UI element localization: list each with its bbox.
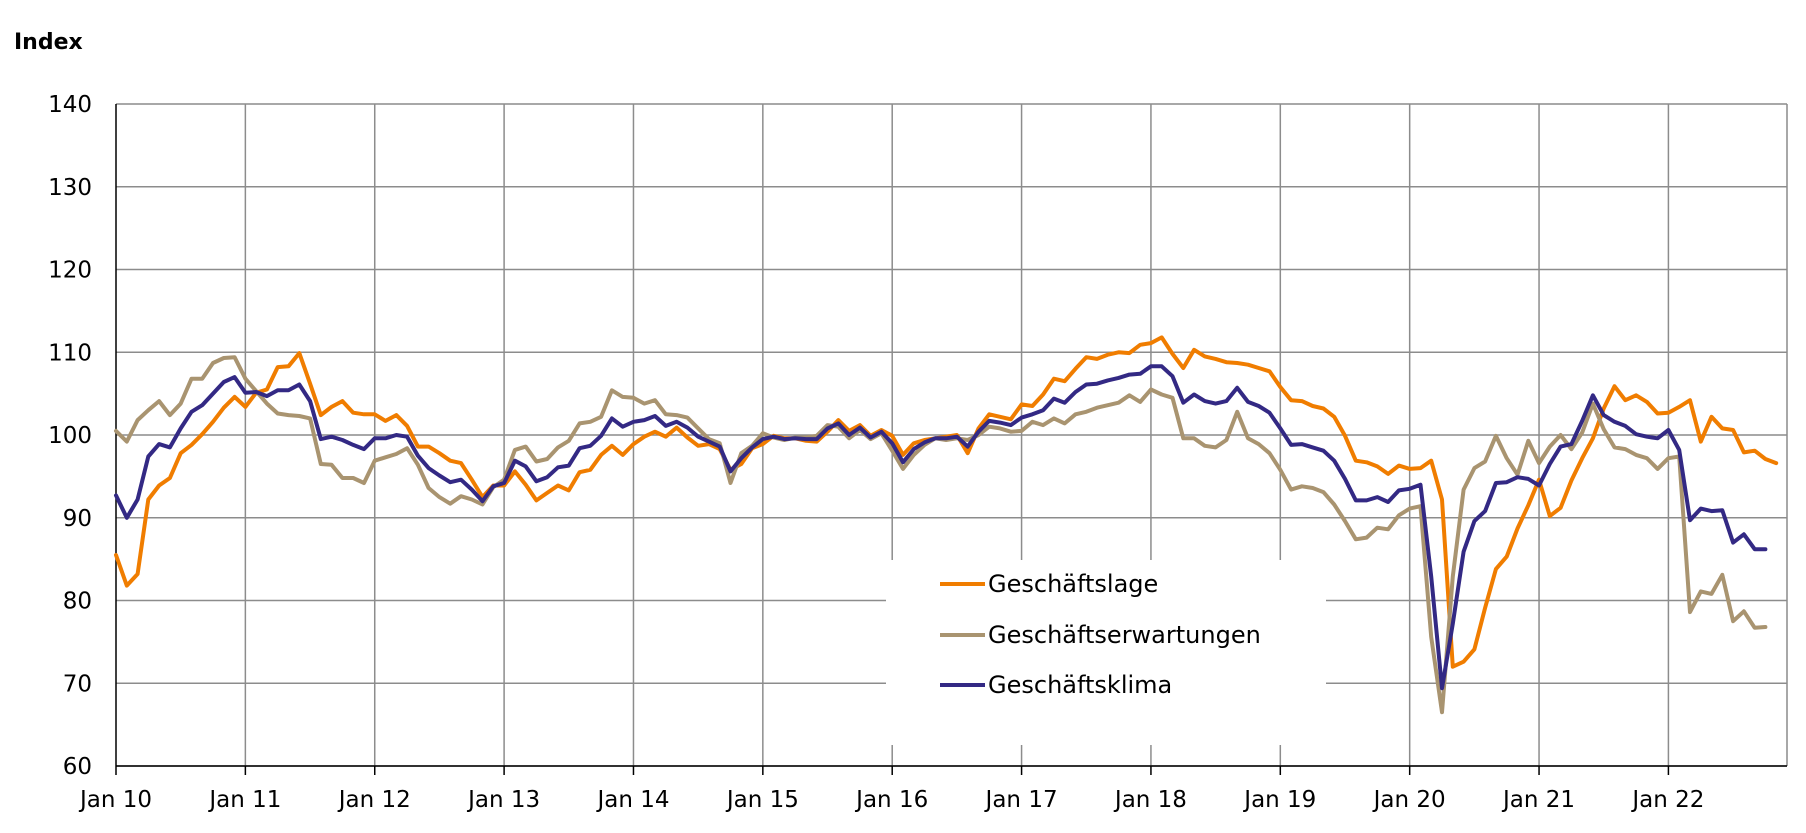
series-line-geschäftsklima <box>114 364 1768 691</box>
legend-label: Geschäftserwartungen <box>988 621 1261 649</box>
chart-title: Index <box>14 30 83 55</box>
series-lines <box>114 335 1779 715</box>
x-tick-label: Jan 12 <box>337 787 411 813</box>
x-tick-label: Jan 13 <box>466 787 540 813</box>
y-tick-label: 130 <box>48 175 92 201</box>
x-tick-label: Jan 22 <box>1630 787 1704 813</box>
y-tick-label: 80 <box>63 589 92 615</box>
legend-label: Geschäftslage <box>988 570 1158 598</box>
x-tick-label: Jan 15 <box>725 787 799 813</box>
y-tick-label: 100 <box>48 423 92 449</box>
legend-label: Geschäftsklima <box>988 671 1172 699</box>
y-tick-label: 140 <box>48 92 92 118</box>
x-tick-label: Jan 17 <box>984 787 1058 813</box>
x-tick-label: Jan 19 <box>1242 787 1316 813</box>
x-tick-label: Jan 18 <box>1113 787 1187 813</box>
legend: Geschäftslage Geschäftserwartungen Geschäf… <box>886 560 1326 745</box>
legend-background <box>886 560 1326 745</box>
x-tick-label: Jan 20 <box>1372 787 1446 813</box>
y-tick-label: 90 <box>63 506 92 532</box>
x-tick-label: Jan 14 <box>595 787 669 813</box>
y-tick-label: 110 <box>48 340 92 366</box>
y-tick-label: 60 <box>63 754 92 780</box>
y-tick-label: 70 <box>63 671 92 697</box>
y-tick-label: 120 <box>48 258 92 284</box>
x-tick-label: Jan 11 <box>207 787 281 813</box>
x-tick-label: Jan 10 <box>78 787 152 813</box>
axes: 60 70 80 90 100 110 120 130 140 Jan 10 Jan 11 Jan 1… <box>48 92 1787 813</box>
x-tick-label: Jan 21 <box>1501 787 1575 813</box>
x-tick-label: Jan 16 <box>854 787 928 813</box>
